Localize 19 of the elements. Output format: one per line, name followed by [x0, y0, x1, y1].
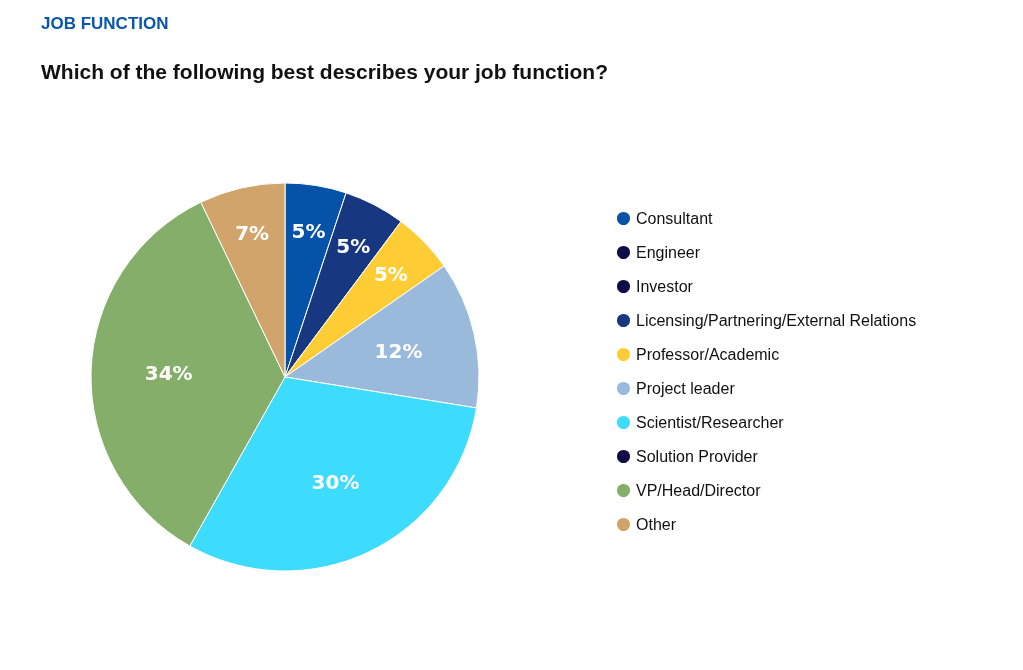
legend-label: Consultant [636, 210, 714, 227]
legend-label: Project leader [636, 380, 736, 397]
legend-label: Solution Provider [636, 448, 759, 465]
data-label: 34% [144, 361, 193, 386]
legend-label: Professor/Academic [636, 346, 780, 363]
data-label: 5% [291, 219, 326, 244]
data-label: 12% [374, 339, 423, 364]
data-label: 30% [311, 469, 360, 494]
legend-label: Scientist/Researcher [636, 414, 785, 431]
data-label: 7% [235, 221, 270, 246]
chart-subtitle: Which of the following best describes your job function? [41, 60, 608, 83]
legend-label: Engineer [636, 244, 701, 261]
data-label: 5% [336, 234, 371, 259]
legend-label: Other [636, 516, 677, 533]
legend-label: Licensing/Partnering/External Relations [636, 312, 917, 329]
legend-label: VP/Head/Director [636, 482, 762, 499]
chart-title: JOB FUNCTION [41, 14, 169, 33]
data-label: 5% [373, 262, 408, 287]
legend-label: Investor [636, 278, 694, 295]
